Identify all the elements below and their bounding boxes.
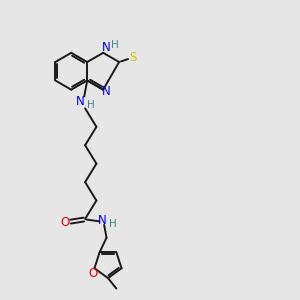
Text: O: O (88, 267, 98, 280)
Text: S: S (129, 51, 136, 64)
Text: H: H (87, 100, 95, 110)
Text: N: N (76, 95, 85, 108)
Text: N: N (102, 41, 111, 54)
Text: N: N (102, 85, 110, 98)
Text: H: H (109, 219, 117, 229)
Text: N: N (98, 214, 106, 227)
Text: H: H (111, 40, 118, 50)
Text: O: O (60, 216, 69, 229)
